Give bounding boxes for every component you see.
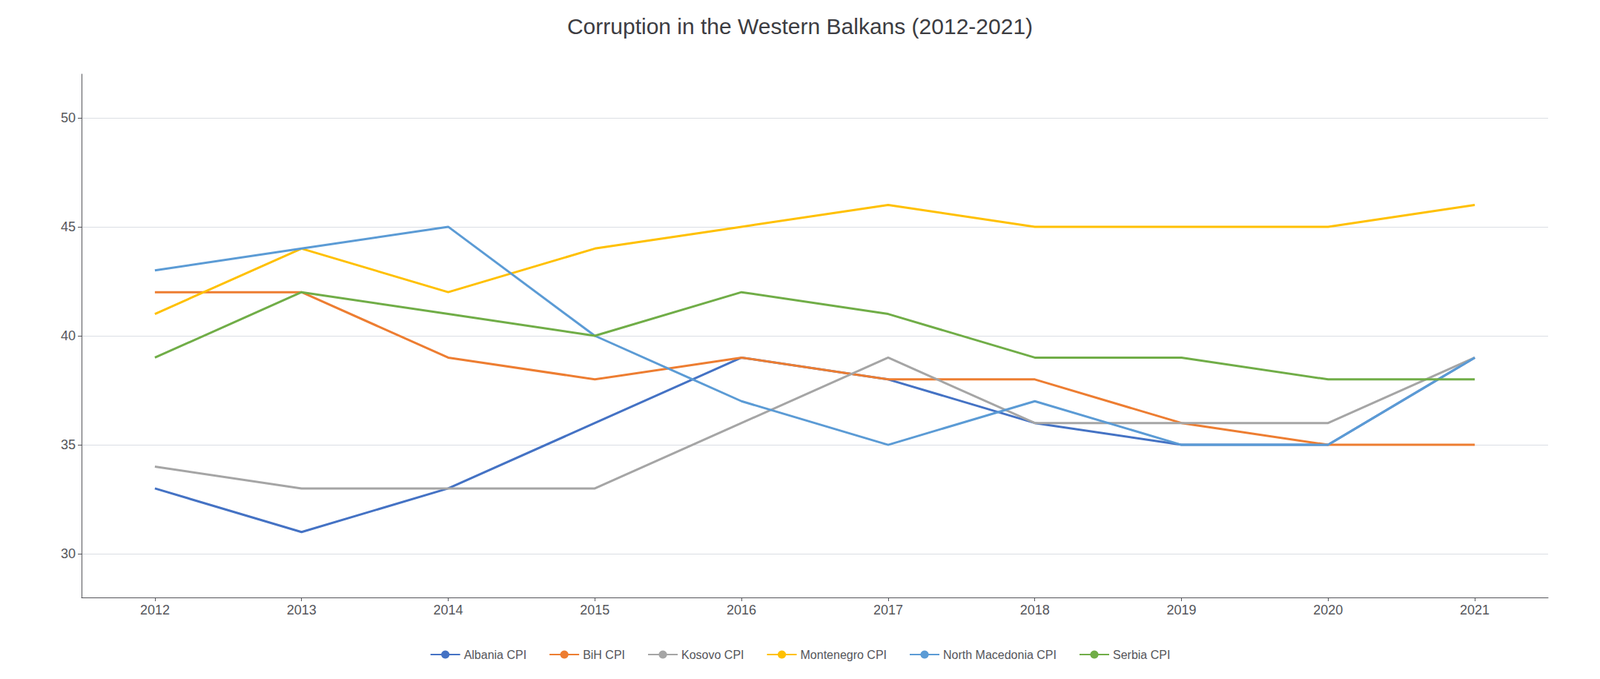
svg-text:BiH CPI: BiH CPI — [582, 648, 626, 662]
svg-text:Montenegro CPI: Montenegro CPI — [800, 648, 888, 662]
svg-text:2012: 2012 — [140, 602, 170, 618]
svg-text:2019: 2019 — [1166, 602, 1196, 618]
svg-text:Albania CPI: Albania CPI — [464, 648, 528, 662]
svg-text:Serbia CPI: Serbia CPI — [1112, 648, 1170, 662]
svg-text:Corruption in the Western Balk: Corruption in the Western Balkans (2012-… — [567, 14, 1033, 39]
svg-text:2015: 2015 — [579, 602, 610, 618]
svg-text:2014: 2014 — [432, 602, 463, 618]
svg-text:2021: 2021 — [1459, 602, 1490, 618]
svg-text:40: 40 — [60, 328, 76, 344]
svg-text:Kosovo CPI: Kosovo CPI — [681, 648, 744, 662]
svg-text:45: 45 — [60, 219, 76, 235]
svg-text:2013: 2013 — [286, 602, 317, 618]
svg-text:30: 30 — [60, 546, 76, 562]
svg-text:North Macedonia CPI: North Macedonia CPI — [943, 648, 1057, 662]
svg-text:2020: 2020 — [1313, 602, 1343, 618]
svg-text:35: 35 — [60, 437, 76, 453]
svg-text:50: 50 — [60, 110, 76, 126]
svg-text:2018: 2018 — [1020, 602, 1050, 618]
svg-text:2016: 2016 — [726, 602, 757, 618]
svg-text:2017: 2017 — [873, 602, 904, 618]
